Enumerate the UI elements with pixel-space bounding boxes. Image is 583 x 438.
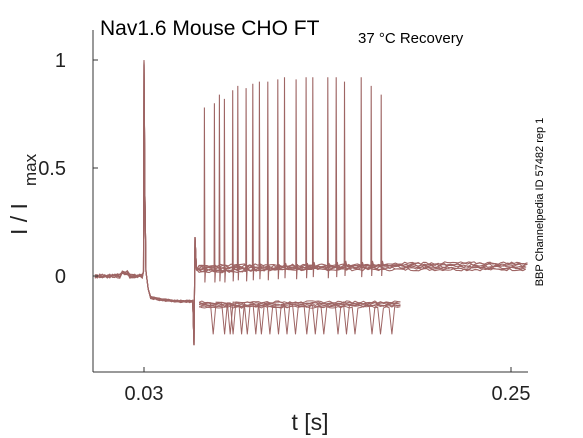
chart-title: Nav1.6 Mouse CHO FT 37 °C Recovery (100, 17, 464, 47)
plot-area: 00.51 0.03 0.25 (38, 30, 530, 405)
current-trace-sweep-2 (94, 60, 526, 346)
inactivated-trace-7 (198, 305, 401, 335)
y-tick-label: 1 (55, 50, 66, 72)
current-trace-sweep-1 (94, 59, 526, 346)
chart-title-subscript: 37 °C Recovery (358, 30, 464, 47)
side-label: BBP Channelpedia ID 57482 rep 1 (534, 118, 546, 287)
inactivated-trace-6 (198, 304, 401, 335)
y-axis-label-main: I / I (6, 203, 32, 235)
x-tick-label: 0.03 (125, 383, 164, 405)
x-axis-label: t [s] (291, 409, 328, 435)
y-tick-label: 0.5 (38, 158, 66, 180)
current-trace-sweep-5 (94, 63, 528, 346)
current-traces (94, 59, 528, 346)
current-trace-sweep-7 (94, 65, 528, 346)
y-axis-ticks: 00.51 (38, 50, 98, 288)
y-axis-label-subscript: max (21, 153, 40, 186)
x-axis-ticks: 0.03 0.25 (125, 367, 531, 405)
side-label-group: BBP Channelpedia ID 57482 rep 1 (534, 118, 546, 287)
x-tick-label: 0.25 (492, 383, 531, 405)
y-tick-label: 0 (55, 266, 66, 288)
chart-title-main: Nav1.6 Mouse CHO FT (100, 17, 320, 40)
y-axis-label: I / I max (6, 153, 40, 235)
